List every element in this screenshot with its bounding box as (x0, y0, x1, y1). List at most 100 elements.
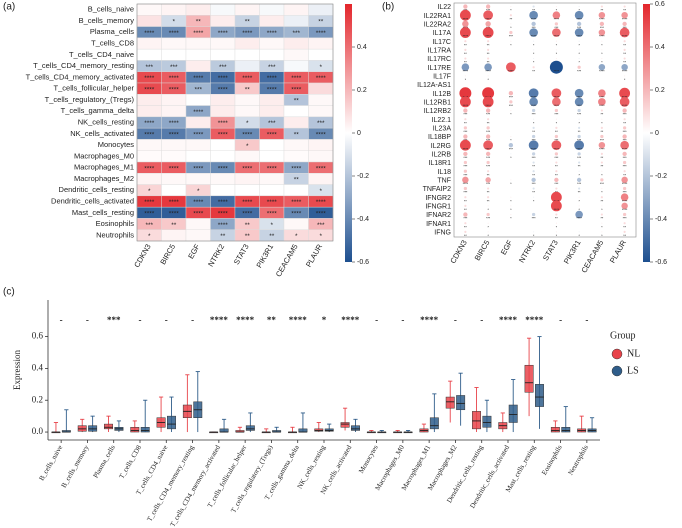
significance-label: - (559, 315, 562, 325)
significance-label: * (578, 52, 580, 56)
legend-label: NL (627, 348, 640, 359)
dot (528, 88, 539, 99)
dot (623, 212, 627, 217)
row-label: IL18BP (428, 134, 451, 141)
dot (464, 75, 466, 77)
significance-label: ** (464, 121, 467, 125)
significance-label: ** (532, 130, 535, 134)
significance-label: * (510, 199, 512, 203)
significance-label: **** (622, 208, 628, 212)
y-tick-label: 0.4 (32, 362, 44, 372)
dot (485, 177, 491, 183)
dot (533, 49, 535, 51)
significance-label: ** (555, 173, 558, 177)
dot (532, 187, 535, 190)
significance-label: **** (622, 35, 628, 39)
colorbar-tick-label: -0.4 (357, 216, 369, 223)
heatmap-cell (185, 116, 211, 129)
dot (575, 210, 583, 219)
significance-label: * (601, 225, 603, 229)
heatmap-cell (234, 105, 260, 118)
row-label: IL12RB1 (424, 100, 451, 107)
heatmap-cell (161, 229, 187, 242)
significance-label: ** (532, 173, 535, 177)
dot (510, 23, 512, 25)
significance-label: **** (599, 95, 605, 99)
significance-label: **** (531, 17, 537, 21)
dot (464, 222, 467, 225)
heatmap-cell (136, 105, 162, 118)
box (535, 384, 544, 407)
box (351, 425, 360, 431)
column-label: EGF (186, 242, 202, 260)
significance-label: **** (499, 315, 518, 325)
dot (621, 176, 628, 184)
significance-label: **** (291, 86, 302, 93)
significance-label: **** (554, 104, 560, 108)
y-tick-label: 0.0 (32, 426, 44, 436)
significance-label: *** (486, 156, 491, 160)
significance-label: ** (532, 191, 535, 195)
significance-label: **** (485, 17, 491, 21)
dot (578, 126, 581, 129)
significance-label: ** (623, 43, 626, 47)
dot (623, 160, 627, 165)
significance-label: **** (242, 199, 253, 206)
heatmap-cell (308, 48, 334, 61)
dot (462, 176, 469, 184)
significance-label: * (601, 191, 603, 195)
dot (532, 212, 536, 217)
significance-label: * (601, 173, 603, 177)
significance-label: *** (577, 156, 582, 160)
x-tick-label: B_cells_memory (60, 443, 91, 489)
significance-label: * (148, 188, 151, 195)
significance-label: **** (622, 199, 628, 203)
heatmap-cell (308, 94, 334, 106)
significance-label: ** (245, 19, 251, 26)
dot (601, 40, 603, 42)
colorbar-tick-label: -0.4 (655, 216, 667, 223)
dot (533, 40, 535, 42)
significance-label: *** (600, 139, 605, 143)
significance-label: * (246, 120, 249, 127)
heatmap-cell (136, 48, 162, 61)
row-label: T_cells_gamma_delta (61, 106, 135, 115)
dot (623, 40, 626, 43)
significance-label: ** (294, 98, 300, 105)
significance-label: **** (463, 182, 469, 186)
row-label: IL17RA (428, 48, 452, 55)
significance-label: *** (317, 222, 325, 229)
dot (551, 88, 562, 99)
significance-label: * (465, 78, 467, 82)
x-tick-label: B_cells_naive (38, 444, 65, 482)
significance-label: - (401, 315, 404, 325)
significance-label: **** (218, 120, 229, 127)
heatmap-cell (161, 37, 187, 50)
heatmap-cell (283, 3, 309, 16)
dot (578, 118, 580, 120)
significance-label: ** (601, 130, 604, 134)
significance-label: **** (554, 35, 560, 39)
dot (533, 57, 535, 60)
significance-label: *** (623, 113, 628, 117)
dot (510, 213, 512, 216)
significance-label: * (578, 234, 580, 238)
row-label: IL18R1 (428, 160, 451, 167)
dot (576, 21, 582, 27)
significance-label: * (246, 143, 249, 150)
row-label: TNF (437, 178, 451, 185)
dot (461, 63, 470, 71)
significance-label: * (322, 315, 327, 325)
significance-label: *** (463, 130, 468, 134)
dot (601, 170, 603, 172)
significance-label: ** (464, 199, 467, 203)
dot (463, 186, 467, 191)
heatmap-cell (259, 105, 285, 118)
row-label: T_cells_follicular_helper (54, 84, 135, 93)
significance-label: * (319, 233, 322, 240)
significance-label: ** (532, 165, 535, 169)
significance-label: - (86, 315, 89, 325)
dot (623, 126, 627, 130)
dot (482, 96, 494, 108)
dot (622, 108, 627, 113)
